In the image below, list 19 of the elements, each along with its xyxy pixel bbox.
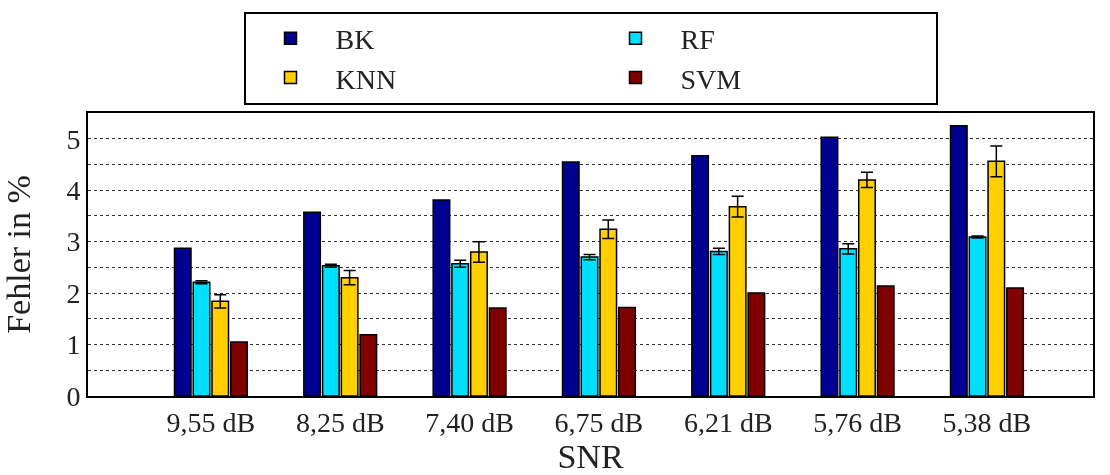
y-tick-label: 4: [66, 174, 81, 206]
y-axis-title: Fehler in %: [0, 175, 37, 334]
x-tick-label: 5,38 dB: [942, 406, 1032, 438]
legend-label: RF: [680, 24, 715, 56]
x-tick-label: 6,75 dB: [554, 406, 644, 438]
x-tick-label: 6,21 dB: [683, 406, 773, 438]
legend-label: SVM: [680, 63, 742, 95]
x-tick-label: 7,40 dB: [425, 406, 514, 438]
y-tick-label: 1: [66, 329, 81, 361]
x-tick-label: 5,76 dB: [813, 406, 902, 438]
legend-label: KNN: [335, 63, 397, 95]
x-tick-label: 8,25 dB: [295, 406, 385, 438]
y-tick-label: 2: [66, 277, 81, 309]
x-tick-label: 9,55 dB: [166, 406, 256, 438]
y-tick-label: 0: [66, 380, 81, 412]
y-tick-label: 3: [66, 226, 81, 258]
y-tick-label: 5: [66, 123, 81, 155]
legend-label: BK: [335, 24, 375, 56]
x-axis-title: SNR: [557, 437, 624, 475]
